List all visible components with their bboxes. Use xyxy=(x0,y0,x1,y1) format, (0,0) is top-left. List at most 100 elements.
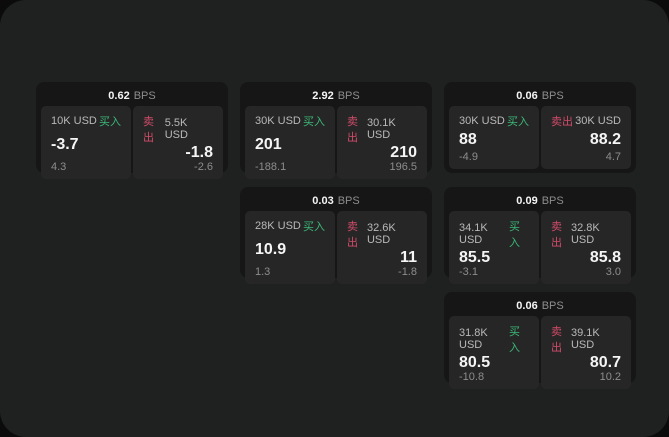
bps-header: 0.09 BPS xyxy=(449,191,631,211)
sell-panel[interactable]: 卖出 32.8K USD 85.8 3.0 xyxy=(541,211,631,284)
buy-label: 买入 xyxy=(99,116,121,128)
quote-panels: 30K USD 买入 88 -4.9 卖出 30K USD 88.2 4.7 xyxy=(449,106,631,169)
sell-amount: 39.1K USD xyxy=(570,327,600,351)
buy-price: -3.7 xyxy=(51,136,79,153)
sell-label: 卖出 xyxy=(551,326,562,354)
quote-card: 0.09 BPS 34.1K USD 买入 85.5 -3.1 卖出 32.8K… xyxy=(444,187,636,284)
bps-header: 0.03 BPS xyxy=(245,191,427,211)
quote-panels: 31.8K USD 买入 80.5 -10.8 卖出 39.1K USD 80.… xyxy=(449,316,631,389)
buy-amount: 30K USD xyxy=(459,115,505,127)
bps-value: 2.92 xyxy=(312,90,334,102)
buy-sub-value: -4.9 xyxy=(459,151,478,163)
sell-price: 210 xyxy=(390,144,417,161)
buy-amount: 10K USD xyxy=(51,115,97,127)
quote-grid: 0.62 BPS 10K USD 买入 -3.7 4.3 卖出 5.5K USD xyxy=(36,82,636,389)
bps-unit-label: BPS xyxy=(541,195,564,207)
buy-panel[interactable]: 31.8K USD 买入 80.5 -10.8 xyxy=(449,316,539,389)
quote-card: 0.03 BPS 28K USD 买入 10.9 1.3 卖出 32.6K US… xyxy=(240,187,432,284)
buy-panel-top: 34.1K USD 买入 xyxy=(459,218,529,250)
buy-panel[interactable]: 10K USD 买入 -3.7 4.3 xyxy=(41,106,131,179)
sell-amount: 30K USD xyxy=(575,115,621,127)
sell-price: 88.2 xyxy=(589,131,621,148)
sell-amount: 5.5K USD xyxy=(164,117,188,141)
buy-panel[interactable]: 30K USD 买入 201 -188.1 xyxy=(245,106,335,179)
bps-header: 0.62 BPS xyxy=(41,86,223,106)
sell-price: -1.8 xyxy=(185,144,213,161)
buy-panel[interactable]: 28K USD 买入 10.9 1.3 xyxy=(245,211,335,284)
buy-panel[interactable]: 34.1K USD 买入 85.5 -3.1 xyxy=(449,211,539,284)
bps-value: 0.06 xyxy=(516,90,538,102)
quote-card: 2.92 BPS 30K USD 买入 201 -188.1 卖出 30.1K … xyxy=(240,82,432,179)
buy-price: 80.5 xyxy=(459,354,491,371)
bps-unit-label: BPS xyxy=(541,90,564,102)
quote-panels: 30K USD 买入 201 -188.1 卖出 30.1K USD 210 1… xyxy=(245,106,427,179)
sell-panel[interactable]: 卖出 30.1K USD 210 196.5 xyxy=(337,106,427,179)
buy-panel-top: 28K USD 买入 xyxy=(255,218,325,234)
sell-sub-value: 3.0 xyxy=(605,266,621,278)
buy-amount: 31.8K USD xyxy=(459,327,488,351)
buy-label: 买入 xyxy=(509,326,521,354)
quote-card: 0.06 BPS 30K USD 买入 88 -4.9 卖出 30K USD xyxy=(444,82,636,173)
sell-label: 卖出 xyxy=(551,221,562,249)
buy-panel-top: 10K USD 买入 xyxy=(51,113,121,129)
buy-price: 85.5 xyxy=(459,249,491,266)
sell-panel[interactable]: 卖出 32.6K USD 11 -1.8 xyxy=(337,211,427,284)
buy-price: 88 xyxy=(459,131,477,148)
sell-panel-top: 卖出 30K USD xyxy=(551,113,621,129)
sell-panel-top: 卖出 39.1K USD xyxy=(551,323,621,355)
sell-panel[interactable]: 卖出 30K USD 88.2 4.7 xyxy=(541,106,631,169)
sell-panel-top: 卖出 30.1K USD xyxy=(347,113,417,145)
sell-label: 卖出 xyxy=(551,116,573,128)
sell-price: 85.8 xyxy=(589,249,621,266)
buy-amount: 30K USD xyxy=(255,115,301,127)
sell-panel-top: 卖出 32.6K USD xyxy=(347,218,417,250)
buy-panel[interactable]: 30K USD 买入 88 -4.9 xyxy=(449,106,539,169)
buy-sub-value: 1.3 xyxy=(255,266,271,278)
bps-value: 0.62 xyxy=(108,90,130,102)
buy-panel-top: 31.8K USD 买入 xyxy=(459,323,529,355)
quote-card: 0.06 BPS 31.8K USD 买入 80.5 -10.8 卖出 39.1… xyxy=(444,292,636,389)
bps-header: 0.06 BPS xyxy=(449,296,631,316)
buy-price: 10.9 xyxy=(255,241,287,258)
sell-sub-value: 10.2 xyxy=(599,371,621,383)
buy-price: 201 xyxy=(255,136,282,153)
buy-amount: 34.1K USD xyxy=(459,222,488,246)
bps-value: 0.09 xyxy=(516,195,538,207)
quote-panels: 10K USD 买入 -3.7 4.3 卖出 5.5K USD -1.8 -2.… xyxy=(41,106,223,179)
buy-label: 买入 xyxy=(509,221,521,249)
buy-label: 买入 xyxy=(303,221,325,233)
buy-amount: 28K USD xyxy=(255,220,301,232)
sell-sub-value: -1.8 xyxy=(398,266,417,278)
sell-label: 卖出 xyxy=(347,116,358,144)
sell-label: 卖出 xyxy=(347,221,358,249)
sell-panel[interactable]: 卖出 5.5K USD -1.8 -2.6 xyxy=(133,106,223,179)
buy-label: 买入 xyxy=(303,116,325,128)
sell-amount: 30.1K USD xyxy=(366,117,396,141)
buy-panel-top: 30K USD 买入 xyxy=(459,113,529,129)
sell-sub-value: 196.5 xyxy=(389,161,417,173)
quote-panels: 28K USD 买入 10.9 1.3 卖出 32.6K USD 11 -1.8 xyxy=(245,211,427,284)
buy-sub-value: -3.1 xyxy=(459,266,478,278)
bps-unit-label: BPS xyxy=(337,90,360,102)
bps-value: 0.06 xyxy=(516,300,538,312)
sell-price: 80.7 xyxy=(589,354,621,371)
bps-unit-label: BPS xyxy=(337,195,360,207)
quote-card: 0.62 BPS 10K USD 买入 -3.7 4.3 卖出 5.5K USD xyxy=(36,82,228,179)
buy-sub-value: 4.3 xyxy=(51,161,67,173)
bps-header: 0.06 BPS xyxy=(449,86,631,106)
sell-sub-value: -2.6 xyxy=(194,161,213,173)
sell-amount: 32.8K USD xyxy=(570,222,600,246)
quote-panels: 34.1K USD 买入 85.5 -3.1 卖出 32.8K USD 85.8… xyxy=(449,211,631,284)
buy-label: 买入 xyxy=(507,116,529,128)
sell-amount: 32.6K USD xyxy=(366,222,396,246)
sell-panel-top: 卖出 5.5K USD xyxy=(143,113,213,145)
sell-label: 卖出 xyxy=(143,116,154,144)
bps-value: 0.03 xyxy=(312,195,334,207)
sell-price: 11 xyxy=(400,249,417,266)
buy-sub-value: -10.8 xyxy=(459,371,485,383)
sell-panel[interactable]: 卖出 39.1K USD 80.7 10.2 xyxy=(541,316,631,389)
sell-panel-top: 卖出 32.8K USD xyxy=(551,218,621,250)
buy-sub-value: -188.1 xyxy=(255,161,287,173)
bps-unit-label: BPS xyxy=(133,90,156,102)
